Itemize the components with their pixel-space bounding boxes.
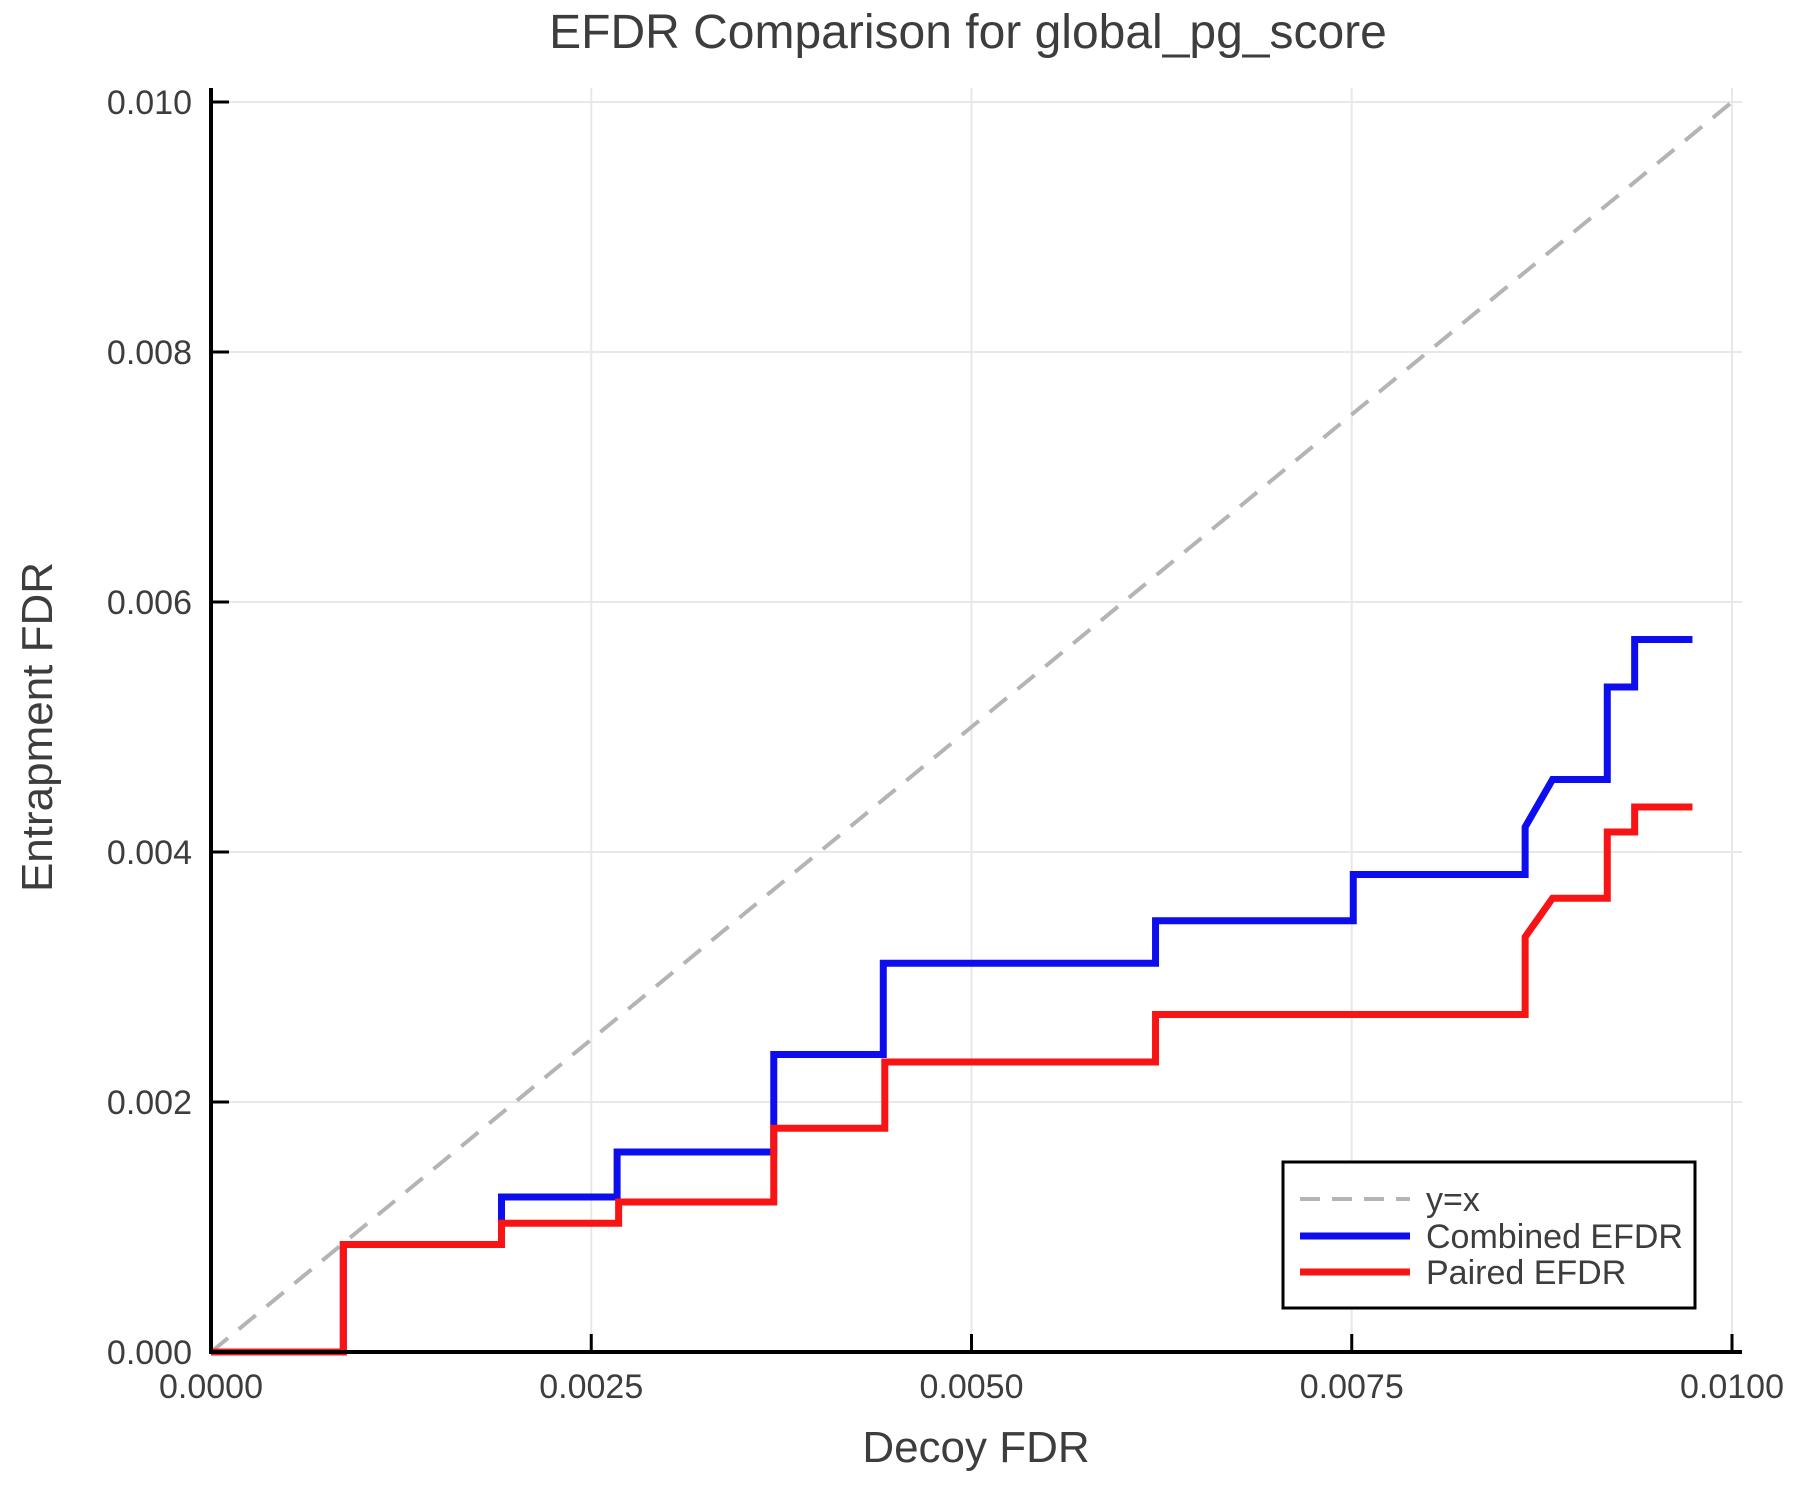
x-tick-label: 0.0075 — [1300, 1368, 1404, 1406]
legend-entry-label: Combined EFDR — [1426, 1218, 1683, 1256]
y-tick-label: 0.010 — [107, 84, 192, 122]
series-line-paired-efdr — [211, 803, 1693, 1356]
legend-entry-label: y=x — [1426, 1181, 1480, 1219]
y-tick-label: 0.004 — [107, 834, 192, 872]
chart-title: EFDR Comparison for global_pg_score — [549, 6, 1387, 59]
y-axis-title: Entrapment FDR — [13, 562, 62, 892]
x-tick-label: 0.0050 — [920, 1368, 1024, 1406]
series-line-y-x — [209, 100, 1734, 1354]
axes-layer: 0.0000 0.0025 0.0050 0.0075 0.0100 0.000 0.002… — [107, 84, 1784, 1406]
x-tick-label: 0.0000 — [159, 1368, 263, 1406]
y-tick-label: 0.000 — [107, 1334, 192, 1372]
x-axis-title: Decoy FDR — [862, 1423, 1089, 1472]
x-tick-label: 0.0025 — [539, 1368, 643, 1406]
y-tick-label: 0.006 — [107, 584, 192, 622]
y-tick-label: 0.002 — [107, 1084, 192, 1122]
x-tick-label: 0.0100 — [1680, 1368, 1784, 1406]
series-line-combined-efdr — [211, 636, 1693, 1356]
y-tick-label: 0.008 — [107, 334, 192, 372]
legend-entry-label: Paired EFDR — [1426, 1254, 1626, 1292]
series-layer — [209, 100, 1734, 1356]
